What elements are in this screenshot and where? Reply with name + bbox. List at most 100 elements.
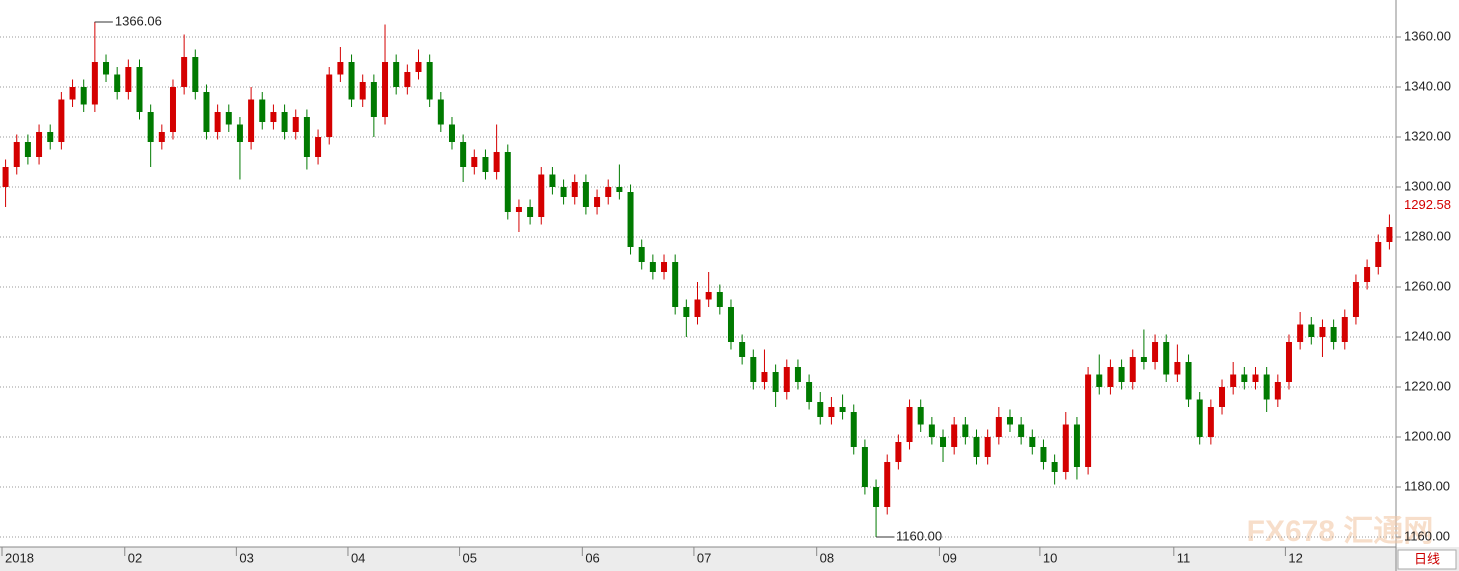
candle-body: [1140, 357, 1147, 362]
candle-body: [861, 447, 868, 487]
candle-body: [616, 187, 623, 192]
x-tick-label: 03: [239, 550, 253, 565]
candle-body: [315, 137, 322, 157]
candle-body: [1196, 399, 1203, 437]
candle-body: [1263, 374, 1270, 400]
candle-body: [236, 124, 243, 142]
candle-body: [772, 372, 779, 392]
candle-body: [605, 187, 612, 197]
candle-body: [326, 74, 333, 137]
y-tick-label: 1320.00: [1404, 128, 1451, 143]
candle-body: [270, 112, 277, 122]
candle-body: [1163, 342, 1170, 375]
y-tick-label: 1180.00: [1404, 478, 1450, 493]
candle-body: [24, 142, 31, 157]
y-tick-label: 1220.00: [1404, 378, 1451, 393]
candle-body: [1352, 282, 1359, 317]
x-tick-label: 05: [463, 550, 477, 565]
candle-body: [1051, 462, 1058, 472]
x-tick-label: 02: [128, 550, 142, 565]
candle-body: [1364, 267, 1371, 282]
candle-body: [1118, 367, 1125, 382]
candle-body: [169, 87, 176, 132]
candle-body: [393, 62, 400, 87]
period-box: [1397, 549, 1457, 570]
candle-body: [214, 112, 221, 132]
candle-body: [1029, 437, 1036, 447]
candle-body: [783, 367, 790, 392]
candle-body: [448, 124, 455, 142]
x-tick-label: 06: [585, 550, 599, 565]
candle-body: [114, 74, 121, 92]
candle-body: [158, 132, 165, 142]
candle-body: [839, 407, 846, 412]
candle-body: [538, 174, 545, 217]
candle-body: [259, 99, 266, 122]
candle-body: [1330, 327, 1337, 342]
candle-body: [649, 262, 656, 272]
candle-body: [895, 442, 902, 462]
candle-body: [761, 372, 768, 382]
candle-body: [36, 132, 43, 157]
candle-body: [1006, 417, 1013, 425]
candle-body: [1107, 367, 1114, 387]
x-tick-label: 12: [1288, 550, 1302, 565]
candle-body: [437, 99, 444, 125]
candle-body: [1386, 227, 1393, 242]
candle-body: [683, 307, 690, 317]
candle-body: [1062, 424, 1069, 472]
candle-body: [1241, 374, 1248, 382]
candle-body: [504, 152, 511, 212]
last-price-label: 1292.58: [1404, 197, 1451, 212]
candle-body: [58, 99, 65, 142]
candle-body: [471, 157, 478, 167]
candle-body: [739, 342, 746, 357]
candle-body: [828, 407, 835, 417]
candle-body: [1129, 357, 1136, 382]
candle-body: [292, 117, 299, 132]
candle-body: [2, 167, 9, 187]
candle-body: [1252, 374, 1259, 382]
candle-body: [348, 62, 355, 100]
candle-body: [225, 112, 232, 125]
y-tick-label: 1200.00: [1404, 428, 1451, 443]
candle-body: [549, 174, 556, 187]
candle-body: [1085, 374, 1092, 467]
candle-body: [80, 87, 87, 105]
candle-body: [873, 487, 880, 507]
candle-body: [1230, 374, 1237, 387]
candle-body: [571, 182, 578, 197]
candle-body: [370, 82, 377, 117]
candle-body: [594, 197, 601, 207]
candle-body: [1319, 327, 1326, 337]
candle-body: [203, 92, 210, 132]
candle-body: [1040, 447, 1047, 462]
candle-body: [493, 152, 500, 172]
y-tick-label: 1300.00: [1404, 178, 1451, 193]
candle-body: [192, 57, 199, 92]
candle-body: [426, 62, 433, 100]
candle-body: [1096, 374, 1103, 387]
candle-body: [672, 262, 679, 307]
candle-body: [582, 182, 589, 207]
candle-body: [928, 424, 935, 437]
candle-body: [303, 117, 310, 157]
y-tick-label: 1260.00: [1404, 278, 1451, 293]
x-axis-band: [0, 547, 1459, 571]
y-tick-label: 1280.00: [1404, 228, 1451, 243]
candle-body: [248, 99, 255, 142]
candle-body: [1018, 424, 1025, 437]
candle-body: [69, 87, 76, 100]
candle-body: [1341, 317, 1348, 342]
candle-body: [973, 437, 980, 457]
candle-body: [661, 262, 668, 272]
candle-body: [47, 132, 54, 142]
candle-body: [382, 62, 389, 117]
candle-body: [627, 192, 634, 247]
candle-body: [460, 142, 467, 167]
x-tick-label: 08: [820, 550, 834, 565]
x-tick-label: 07: [697, 550, 711, 565]
candle-body: [1152, 342, 1159, 362]
candle-body: [359, 82, 366, 100]
y-tick-label: 1160.00: [1404, 528, 1450, 543]
